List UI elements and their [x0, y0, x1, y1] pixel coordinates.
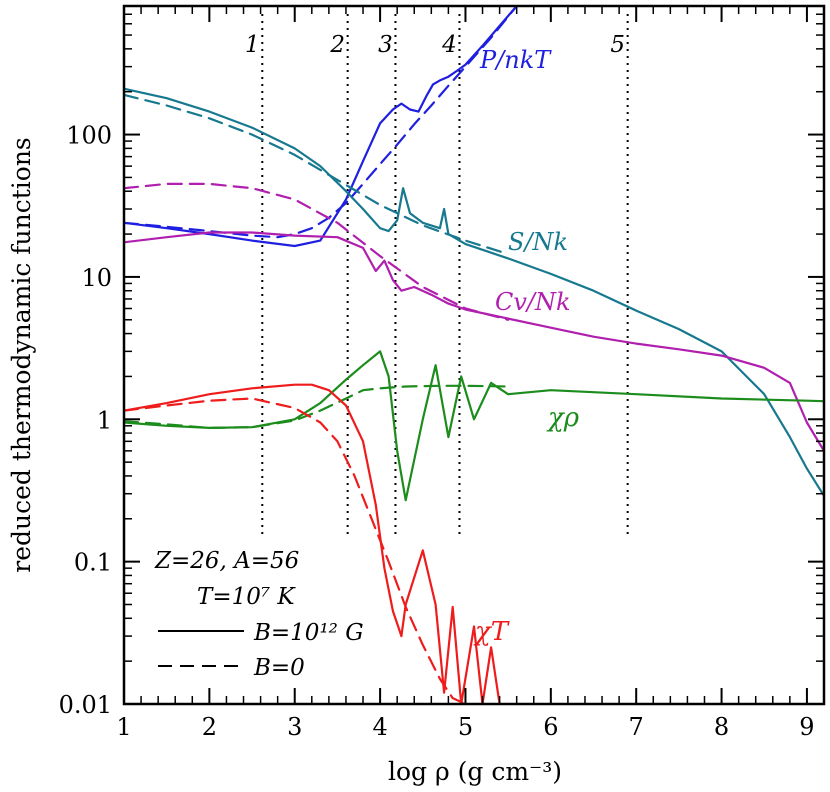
axis-ticks: 1 2 3 4 5 6 7 8 9 0.01 0.1 1 10 100: [59, 5, 825, 741]
x-tick-label: 9: [799, 713, 814, 741]
vertical-markers: 1 2 3 4 5: [245, 14, 629, 535]
series-dashed-5: [124, 182, 510, 321]
x-tick-label: 5: [458, 713, 473, 741]
y-tick-label: 100: [66, 122, 112, 150]
series-solid-0: [124, 6, 518, 248]
x-tick-label: 8: [714, 713, 729, 741]
y-tick-label: 10: [81, 264, 112, 292]
series-lines: [124, 6, 824, 704]
label-chi-rho: χρ: [546, 403, 580, 433]
x-tick-label: 7: [629, 713, 644, 741]
x-tick-label: 2: [202, 713, 217, 741]
vline-label-2: 2: [329, 32, 345, 58]
legend-solid-label: B=10¹² G: [253, 620, 364, 646]
x-tick-label: 6: [543, 713, 558, 741]
y-tick-label: 1: [97, 406, 112, 434]
y-axis-title: reduced thermodynamic functions: [7, 137, 36, 573]
plot-frame: [122, 4, 826, 706]
x-axis-title: log ρ (g cm⁻³): [388, 757, 562, 786]
label-chi-t: χT: [473, 617, 510, 647]
y-tick-label: 0.1: [74, 549, 112, 577]
series-solid-4: [124, 231, 824, 452]
params-composition: Z=26, A=56: [154, 548, 299, 574]
vline-label-3: 3: [378, 32, 393, 58]
params-temperature: T=10⁷ K: [197, 584, 296, 610]
series-dashed-9: [124, 397, 467, 704]
series-dashed-3: [124, 93, 510, 256]
label-cv-nk: Cv/Nk: [495, 288, 571, 316]
x-tick-label: 4: [372, 713, 387, 741]
legend: Z=26, A=56 T=10⁷ K B=10¹² G B=0: [154, 548, 364, 681]
x-tick-label: 1: [116, 713, 131, 741]
vline-label-4: 4: [441, 32, 457, 58]
series-dashed-7: [124, 384, 510, 429]
vline-label-5: 5: [610, 32, 625, 58]
x-tick-label: 3: [287, 713, 302, 741]
y-tick-label: 0.01: [59, 691, 112, 719]
series-labels: P/nkT S/Nk Cv/Nk χρ χT: [473, 46, 580, 647]
label-p-nkt: P/nkT: [479, 46, 552, 74]
label-s-nk: S/Nk: [508, 228, 568, 256]
series-solid-6: [124, 350, 824, 502]
series-solid-2: [124, 87, 824, 497]
vline-label-1: 1: [245, 32, 260, 58]
legend-dashed-label: B=0: [253, 655, 305, 681]
series-dashed-1: [124, 6, 518, 239]
series-solid-8: [124, 383, 501, 704]
